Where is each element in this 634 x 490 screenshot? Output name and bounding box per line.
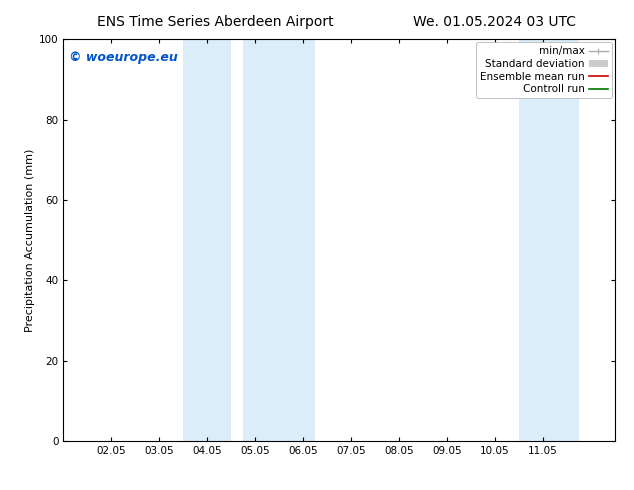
- Bar: [183, 39, 231, 441]
- Legend: min/max, Standard deviation, Ensemble mean run, Controll run: min/max, Standard deviation, Ensemble me…: [476, 42, 612, 98]
- Text: ENS Time Series Aberdeen Airport: ENS Time Series Aberdeen Airport: [97, 15, 334, 29]
- Bar: [543, 39, 579, 441]
- Bar: [519, 39, 543, 441]
- Y-axis label: Precipitation Accumulation (mm): Precipitation Accumulation (mm): [25, 148, 35, 332]
- Text: © woeurope.eu: © woeurope.eu: [69, 51, 178, 64]
- Bar: [243, 39, 315, 441]
- Text: We. 01.05.2024 03 UTC: We. 01.05.2024 03 UTC: [413, 15, 576, 29]
